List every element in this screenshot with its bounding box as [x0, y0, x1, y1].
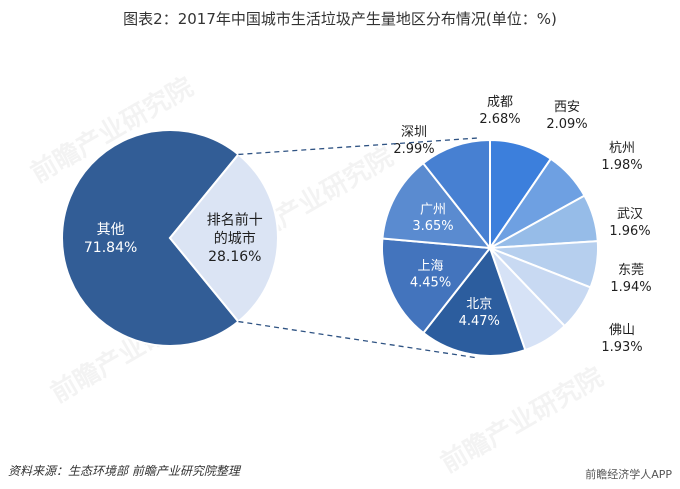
source-note: 资料来源：生态环境部 前瞻产业研究院整理 [8, 464, 240, 478]
data-label-other: 其他 71.84% [84, 222, 137, 256]
data-label-city: 成都 2.68% [479, 95, 520, 127]
pie-slice-city [421, 138, 491, 251]
pie-slice-city [421, 245, 527, 357]
data-label-top10: 排名前十的城市 28.16% [207, 212, 263, 265]
data-label-city: 东莞 1.94% [610, 263, 651, 295]
data-label-city: 广州 3.65% [412, 202, 453, 234]
brand-label: 前瞻经济学人APP [585, 468, 672, 481]
pie-slice-other [61, 129, 240, 347]
data-label-city: 西安 2.09% [546, 100, 587, 132]
data-label-city: 杭州 1.98% [601, 141, 642, 173]
connector-line-bottom [238, 320, 479, 359]
data-label-city: 上海 4.45% [410, 259, 451, 291]
pie-slice-city [381, 237, 492, 335]
data-label-city: 深圳 2.99% [393, 125, 434, 157]
connector-line-top [238, 137, 479, 156]
data-label-city: 北京 4.47% [459, 297, 500, 329]
data-label-city: 武汉 1.96% [609, 207, 650, 239]
pie-slice-city [381, 161, 493, 250]
pie-slice-top10 [168, 153, 279, 323]
data-label-city: 佛山 1.93% [601, 323, 642, 355]
chart-title: 图表2：2017年中国城市生活垃圾产生量地区分布情况(单位：%) [123, 10, 557, 28]
